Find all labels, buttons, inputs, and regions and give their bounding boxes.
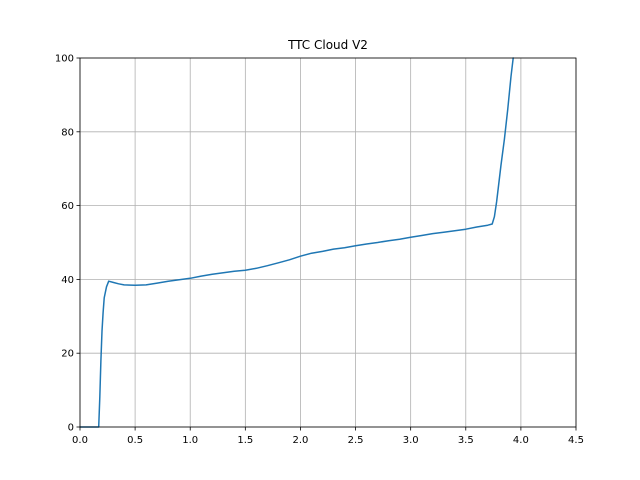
chart-title: TTC Cloud V2 xyxy=(287,38,368,52)
y-tick-label: 60 xyxy=(61,201,74,212)
x-tick-label: 3.0 xyxy=(403,435,419,446)
x-tick-label: 0.0 xyxy=(72,435,88,446)
x-tick-label: 4.5 xyxy=(568,435,584,446)
y-tick-label: 0 xyxy=(68,423,74,434)
x-tick-label: 1.5 xyxy=(237,435,253,446)
x-tick-label: 2.0 xyxy=(292,435,308,446)
series-layer xyxy=(79,57,514,428)
ticks: 0.0 0.5 1.0 1.5 2.0 2.5 3.0 3.5 4.0 4.5 0 20 40 60 80 1… xyxy=(55,54,584,447)
plot-area xyxy=(80,58,576,427)
x-tick-label: 2.5 xyxy=(348,435,364,446)
plot-frame xyxy=(79,57,577,428)
x-tick-label: 0.5 xyxy=(127,435,143,446)
x-tick-label: 4.0 xyxy=(513,435,529,446)
y-tick-label: 80 xyxy=(61,127,74,138)
x-tick-label: 3.5 xyxy=(458,435,474,446)
y-tick-label: 100 xyxy=(55,54,74,65)
x-tick-label: 1.0 xyxy=(182,435,198,446)
y-tick-label: 20 xyxy=(61,349,74,360)
series-line xyxy=(79,57,514,428)
y-tick-label: 40 xyxy=(61,275,74,286)
